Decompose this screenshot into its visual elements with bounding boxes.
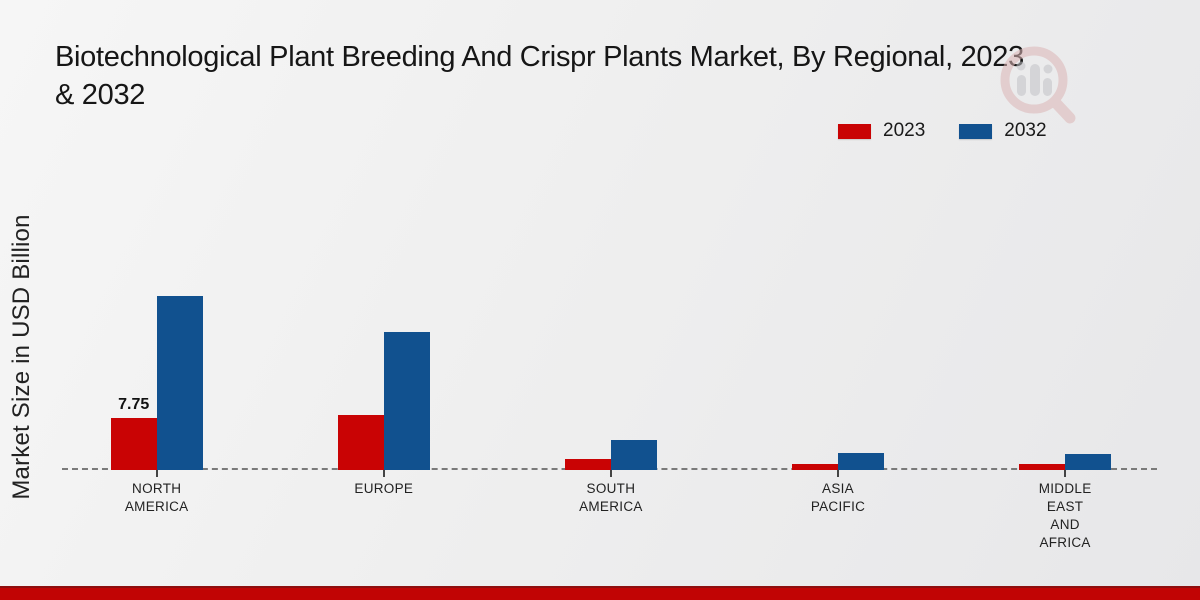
bar-2023-asia-pacific <box>792 463 838 470</box>
category-label-line: AMERICA <box>124 499 189 514</box>
x-axis-category-label-middle-east-and-africa: MIDDLE EAST AND AFRICA <box>995 480 1135 552</box>
category-label-line: EAST <box>1046 499 1084 514</box>
legend-item-2023: 2023 <box>838 120 925 142</box>
x-axis-tick-south-america <box>609 470 612 477</box>
category-label-line: PACIFIC <box>810 499 866 514</box>
brand-watermark-icon <box>1000 46 1076 124</box>
bar-2023-north-america <box>110 417 157 470</box>
x-axis-category-label-south-america: SOUTH AMERICA <box>541 480 681 516</box>
legend: 2023 2032 <box>838 120 1047 142</box>
legend-swatch-2032 <box>959 123 993 139</box>
page-title-line-1: Biotechnological Plant Breeding And Cris… <box>55 41 1024 73</box>
x-axis-category-label-north-america: NORTH AMERICA <box>87 480 227 516</box>
bar-2032-middle-east-and-africa <box>1065 453 1112 470</box>
x-axis-tick-europe <box>382 470 385 477</box>
x-axis-tick-middle-east-and-africa <box>1064 470 1067 477</box>
x-axis-tick-north-america <box>155 470 158 477</box>
bar-2032-south-america <box>610 439 657 470</box>
legend-label: 2023 <box>883 120 926 141</box>
category-label-line: NORTH <box>132 481 182 496</box>
x-axis-category-label-europe: EUROPE <box>314 480 454 498</box>
category-label-line: EUROPE <box>354 481 414 496</box>
y-axis-label: Market Size in USD Billion <box>8 214 35 500</box>
footer-red-band <box>0 586 1200 600</box>
category-label-line: AFRICA <box>1039 535 1091 550</box>
legend-swatch-2023 <box>838 123 871 139</box>
page-title: Biotechnological Plant Breeding And Cris… <box>55 38 1024 114</box>
bar-2023-europe <box>337 415 384 470</box>
bar-value-label: 7.75 <box>118 395 150 413</box>
page-title-line-2: & 2032 <box>55 79 146 111</box>
category-label-line: AND <box>1050 517 1080 532</box>
category-label-line: AMERICA <box>579 499 643 514</box>
legend-item-2032: 2032 <box>959 120 1047 142</box>
bar-2023-south-america <box>564 458 611 470</box>
bar-2032-asia-pacific <box>838 452 884 470</box>
x-axis-tick-asia-pacific <box>837 470 839 477</box>
bar-2032-north-america <box>156 296 203 470</box>
category-label-line: SOUTH <box>586 481 636 496</box>
x-axis-category-label-asia-pacific: ASIA PACIFIC <box>768 480 908 516</box>
legend-label: 2032 <box>1004 120 1047 141</box>
category-label-line: MIDDLE <box>1038 481 1092 496</box>
bar-2032-europe <box>383 331 430 470</box>
bar-2023-middle-east-and-africa <box>1019 463 1066 470</box>
category-label-line: ASIA <box>822 481 854 496</box>
